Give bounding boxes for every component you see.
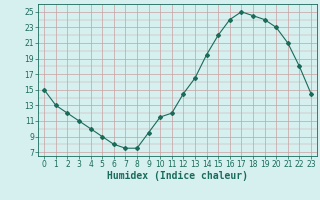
X-axis label: Humidex (Indice chaleur): Humidex (Indice chaleur) xyxy=(107,171,248,181)
